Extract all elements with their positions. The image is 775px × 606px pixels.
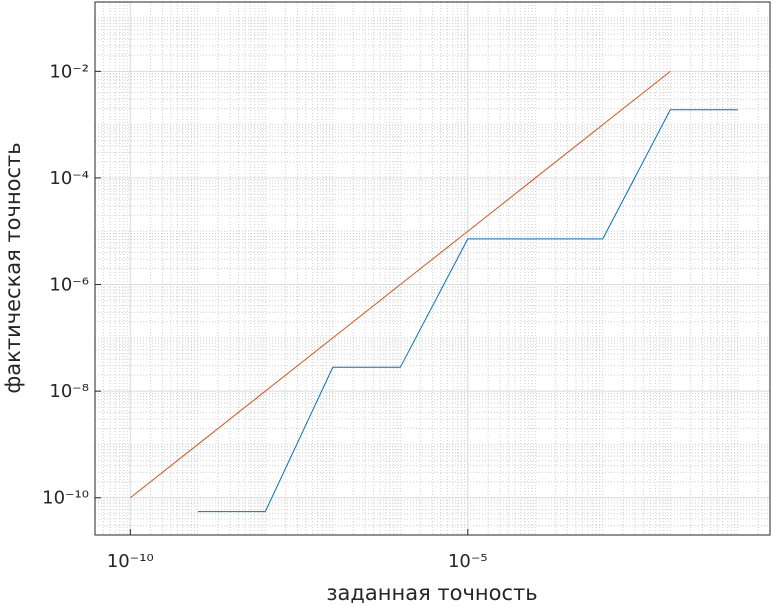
series-line (197, 109, 738, 513)
y-tick-label: 10⁻¹⁰ (42, 488, 89, 509)
y-tick-label: 10⁻⁴ (49, 168, 89, 189)
series-line (129, 70, 671, 499)
y-tick-label: 10⁻⁸ (49, 381, 89, 402)
x-tick-label: 10⁻¹⁰ (107, 551, 154, 572)
x-axis-label: заданная точность (326, 581, 537, 605)
axes-box (94, 1, 771, 536)
y-tick-label: 10⁻² (49, 61, 89, 82)
y-axis-label: фактическая точность (1, 142, 25, 393)
y-tick-label: 10⁻⁶ (49, 275, 89, 296)
x-tick-label: 10⁻⁵ (448, 551, 488, 572)
